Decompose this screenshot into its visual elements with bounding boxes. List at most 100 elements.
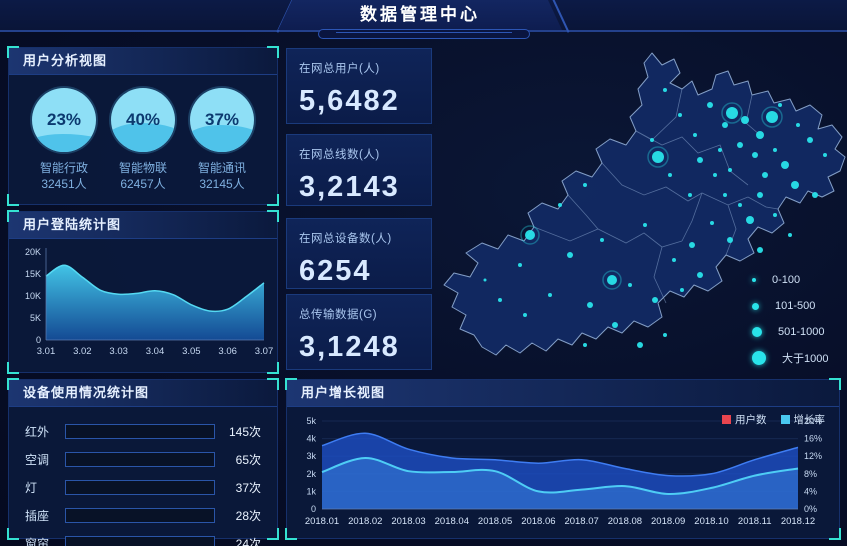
bar-row: 插座 28次 <box>25 507 261 524</box>
kpi-value: 3,1248 <box>299 331 400 363</box>
legend-label: 用户数 <box>735 414 767 426</box>
legend-swatch-growth-rate <box>780 415 790 424</box>
legend-swatch-users <box>722 415 731 424</box>
legend-label: 501-1000 <box>778 326 825 338</box>
kpi-label: 在网总线数(人) <box>299 149 380 161</box>
svg-text:15K: 15K <box>25 269 41 279</box>
corner-bracket <box>7 528 19 540</box>
bar-value: 65次 <box>235 453 261 467</box>
kpi-value: 6254 <box>299 255 372 287</box>
map-legend: 0-100 101-500 501-1000 大于1000 <box>752 267 828 371</box>
corner-bracket <box>267 528 279 540</box>
gauge-label: 智能通讯 <box>197 161 246 175</box>
gauge-label: 智能物联 <box>118 161 167 175</box>
svg-text:2018.08: 2018.08 <box>608 516 642 527</box>
panel-title-user-growth: 用户增长视图 <box>287 380 839 407</box>
bar-value: 28次 <box>235 509 261 523</box>
svg-text:12%: 12% <box>804 451 822 461</box>
bar-row: 窗帘 24次 <box>25 535 261 546</box>
liquid-gauge-admin: 23% 智能行政 32451人 <box>29 88 99 192</box>
map-legend-row: 0-100 <box>752 267 828 293</box>
corner-bracket <box>829 378 841 390</box>
corner-bracket <box>267 378 279 390</box>
bar-value: 145次 <box>228 425 261 439</box>
svg-text:2018.11: 2018.11 <box>738 516 772 527</box>
corner-bracket <box>7 362 19 374</box>
corner-bracket <box>285 378 297 390</box>
liquid-gauge-iot: 40% 智能物联 62457人 <box>108 88 178 192</box>
map-svg <box>443 52 846 356</box>
svg-text:3.06: 3.06 <box>218 346 237 357</box>
region-map: 0-100 101-500 501-1000 大于1000 <box>430 45 847 375</box>
header-ornament <box>318 29 530 39</box>
panel-title-login-stats: 用户登陆统计图 <box>9 212 277 239</box>
svg-text:2018.04: 2018.04 <box>435 516 469 527</box>
legend-dot-icon <box>752 351 766 365</box>
svg-text:3.03: 3.03 <box>109 346 128 357</box>
svg-text:3.02: 3.02 <box>73 346 92 357</box>
corner-bracket <box>267 362 279 374</box>
corner-bracket <box>829 528 841 540</box>
svg-text:2018.01: 2018.01 <box>305 516 339 527</box>
liquid-gauge-comm: 37% 智能通讯 32145人 <box>187 88 257 192</box>
kpi-label: 在网总设备数(人) <box>299 233 392 245</box>
bar-value: 24次 <box>235 537 261 546</box>
svg-text:5K: 5K <box>30 313 41 323</box>
kpi-label: 总传输数据(G) <box>299 309 378 321</box>
svg-text:2018.09: 2018.09 <box>651 516 685 527</box>
bar-track <box>65 424 215 439</box>
svg-text:20K: 20K <box>25 247 41 257</box>
legend-dot-icon <box>752 302 759 310</box>
svg-text:2018.07: 2018.07 <box>564 516 598 527</box>
corner-bracket <box>267 46 279 58</box>
login-area-chart: 0 5K 10K 15K 20K 3.01 3.02 3.03 3.04 3.05 3.06 3.07 <box>25 247 273 357</box>
corner-bracket <box>7 46 19 58</box>
bar-label: 空调 <box>25 453 50 467</box>
svg-text:1k: 1k <box>306 486 316 496</box>
legend-label: 大于1000 <box>782 353 829 365</box>
map-legend-row: 大于1000 <box>752 345 828 371</box>
bar-track <box>65 452 215 467</box>
svg-text:0: 0 <box>311 504 316 514</box>
svg-text:0: 0 <box>36 335 41 345</box>
panel-title-device-usage: 设备使用情况统计图 <box>9 380 277 407</box>
header-band: 数据管理中心 <box>0 0 847 33</box>
bar-track <box>65 536 215 546</box>
device-bar-chart: 红外 145次 空调 65次 灯 37次 插座 28次 窗帘 <box>9 407 277 546</box>
bar-label: 插座 <box>25 509 50 523</box>
kpi-card-total-users: 在网总用户(人) 5,6482 <box>286 48 432 124</box>
svg-text:4k: 4k <box>306 434 316 444</box>
bar-value: 37次 <box>235 481 261 495</box>
gauge-label: 智能行政 <box>39 161 88 175</box>
svg-text:10K: 10K <box>25 291 41 301</box>
map-scatter-dots <box>483 88 827 348</box>
kpi-card-total-lines: 在网总线数(人) 3,2143 <box>286 134 432 206</box>
liquid-gauge-row: 23% 智能行政 32451人 40% 智能物联 62457人 37% 智能通 <box>9 75 277 192</box>
bar-track <box>65 480 215 495</box>
svg-text:8%: 8% <box>804 469 817 479</box>
panel-user-growth: 用户增长视图 用户数 增长率 0 1k 2k 3k 4k 5k 0% 4% 8% 12% 16% 20… <box>285 378 841 540</box>
growth-chart-legend: 用户数 增长率 <box>722 412 825 427</box>
gauge-percent: 40% <box>125 110 161 129</box>
svg-text:3.04: 3.04 <box>146 346 165 357</box>
gauge-percent: 37% <box>204 110 240 129</box>
svg-text:16%: 16% <box>804 434 822 444</box>
gauge-count: 32145人 <box>199 177 245 192</box>
svg-text:2018.12: 2018.12 <box>781 516 815 527</box>
panel-device-usage: 设备使用情况统计图 红外 145次 空调 65次 灯 37次 插座 28次 <box>7 378 279 546</box>
legend-label: 101-500 <box>775 300 816 312</box>
legend-label: 增长率 <box>793 414 826 426</box>
panel-title-user-analysis: 用户分析视图 <box>9 48 277 75</box>
kpi-card-total-devices: 在网总设备数(人) 6254 <box>286 218 432 289</box>
svg-text:20%: 20% <box>804 416 822 426</box>
growth-area-chart: 0 1k 2k 3k 4k 5k 0% 4% 8% 12% 16% 20% 2018.01 2018.02… <box>305 416 822 527</box>
svg-text:3k: 3k <box>306 451 316 461</box>
bar-row: 灯 37次 <box>25 479 261 496</box>
bar-track <box>65 508 215 523</box>
panel-login-stats: 用户登陆统计图 0 5K 10K 15K 20K 3.01 3.02 3.03 3.04 3.05… <box>7 210 279 374</box>
legend-item-users: 用户数 <box>722 412 767 427</box>
kpi-label: 在网总用户(人) <box>299 63 380 75</box>
svg-text:5k: 5k <box>306 416 316 426</box>
map-outline <box>443 52 846 356</box>
